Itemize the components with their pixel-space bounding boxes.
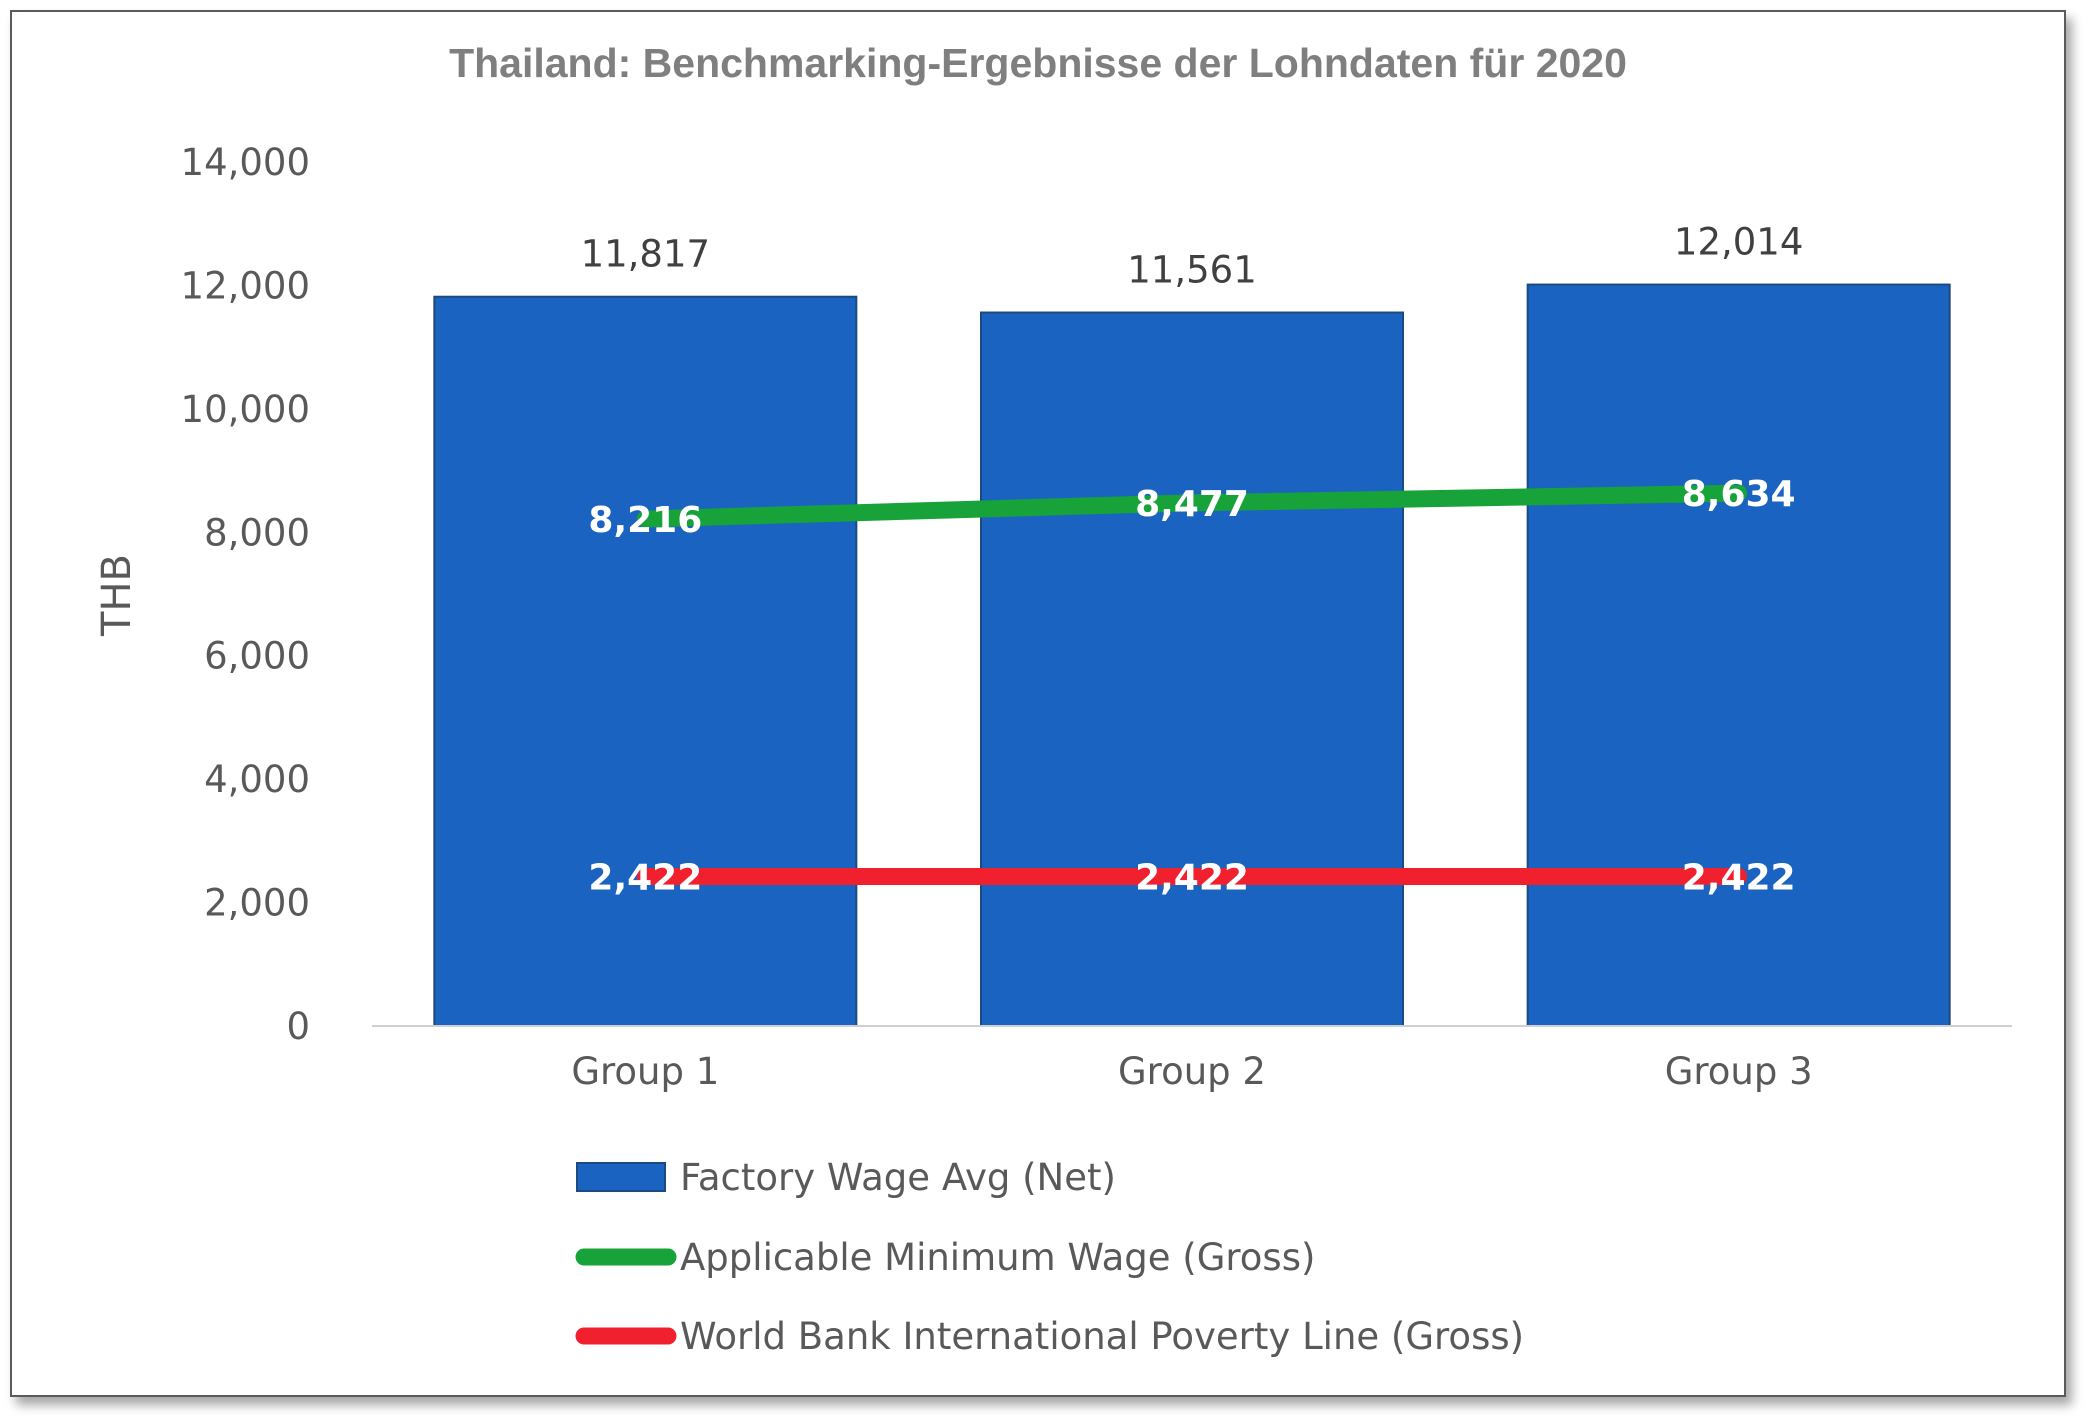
- chart: Thailand: Benchmarking-Ergebnisse der Lo…: [94, 40, 2012, 1358]
- line-value-label: 8,477: [1135, 484, 1249, 525]
- y-tick-label: 0: [286, 1005, 310, 1048]
- y-tick-label: 8,000: [204, 511, 310, 554]
- bar: [1526, 283, 1951, 1027]
- bar-value-label: 11,817: [581, 233, 710, 276]
- bar-value-label: 11,561: [1127, 249, 1256, 292]
- series-lines: [636, 484, 1748, 886]
- x-axis-ticks: Group 1 Group 2 Group 3: [571, 1050, 1812, 1093]
- y-tick-label: 10,000: [181, 388, 310, 431]
- chart-frame: Thailand: Benchmarking-Ergebnisse der Lo…: [10, 10, 2066, 1397]
- chart-title: Thailand: Benchmarking-Ergebnisse der Lo…: [449, 40, 1627, 86]
- y-tick-label: 6,000: [204, 635, 310, 678]
- line-value-label: 8,216: [588, 500, 702, 541]
- bar-value-label: 12,014: [1674, 221, 1803, 264]
- bars: [433, 283, 1951, 1028]
- legend: Factory Wage Avg (Net) Applicable Minimum…: [575, 1156, 1524, 1358]
- bar: [433, 295, 858, 1027]
- legend-label: Factory Wage Avg (Net): [680, 1156, 1116, 1199]
- line-value-label: 2,422: [1135, 858, 1249, 899]
- y-tick-label: 4,000: [204, 758, 310, 801]
- x-tick-label: Group 3: [1665, 1050, 1813, 1093]
- bar: [980, 311, 1404, 1028]
- y-tick-label: 12,000: [181, 264, 310, 307]
- data-labels: 11,817 11,561 12,014 8,216 8,477 8,634 2,422 2,…: [581, 221, 1804, 899]
- y-axis-label: THB: [94, 554, 140, 637]
- x-tick-label: Group 2: [1118, 1050, 1266, 1093]
- line-value-label: 2,422: [1682, 858, 1796, 899]
- line-value-label: 2,422: [588, 858, 702, 899]
- legend-label: World Bank International Poverty Line (G…: [680, 1315, 1524, 1358]
- legend-label: Applicable Minimum Wage (Gross): [680, 1236, 1315, 1279]
- y-axis-ticks: 0 2,000 4,000 6,000 8,000 10,000 12,000 14,000: [181, 141, 310, 1048]
- series-line: [636, 484, 1748, 528]
- y-tick-label: 2,000: [204, 882, 310, 925]
- x-tick-label: Group 1: [571, 1050, 719, 1093]
- legend-swatch: [576, 1162, 666, 1192]
- line-value-label: 8,634: [1682, 474, 1796, 515]
- y-tick-label: 14,000: [181, 141, 310, 184]
